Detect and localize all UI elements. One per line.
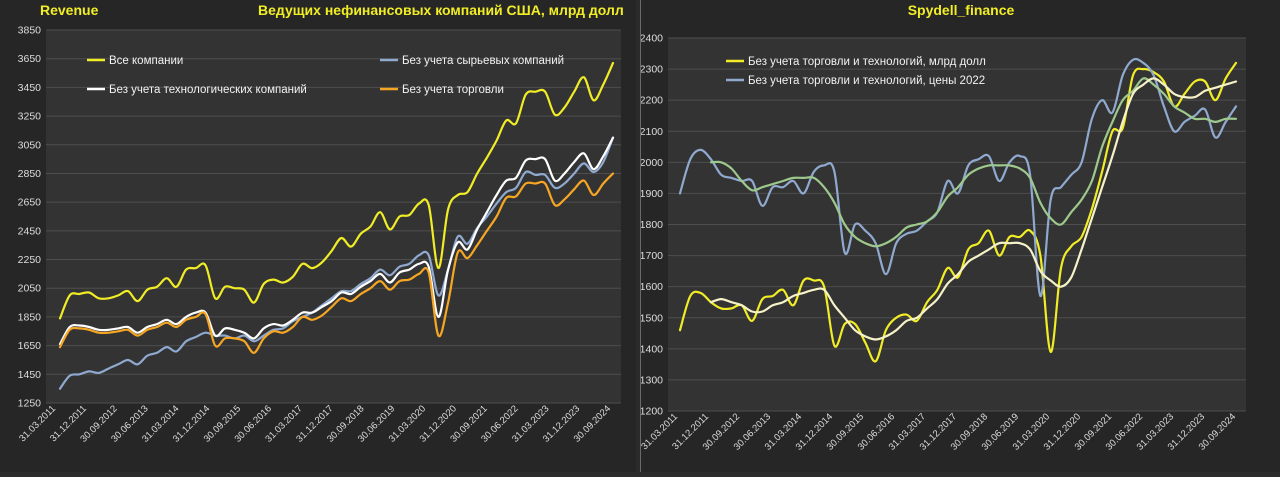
y-tick-label: 1600 (641, 281, 663, 293)
legend-label: Без учета торговли и технологий, млрд до… (748, 56, 986, 68)
series-line-3 (709, 77, 1238, 341)
y-tick-label: 1400 (641, 343, 663, 355)
y-tick-label: 2050 (18, 283, 42, 295)
y-tick-label: 2200 (641, 95, 663, 107)
y-tick-label: 2450 (18, 225, 42, 237)
legend-label: Без учета торговли (402, 84, 504, 96)
y-tick-label: 3650 (18, 53, 42, 65)
legend-label: Все компании (109, 55, 183, 67)
y-tick-label: 2250 (18, 254, 42, 266)
left-chart-title: Ведущих нефинансовых компаний США, млрд … (258, 2, 624, 18)
series-line-1 (58, 136, 615, 390)
y-tick-label: 1850 (18, 311, 42, 323)
y-tick-label: 1800 (641, 219, 663, 231)
legend-label: Без учета технологических компаний (109, 84, 307, 96)
y-tick-label: 3050 (18, 139, 42, 151)
series-line-3 (58, 172, 615, 354)
y-tick-label: 2000 (641, 157, 663, 169)
y-tick-label: 1900 (641, 188, 663, 200)
series-line-1 (678, 57, 1238, 298)
y-tick-label: 1450 (18, 369, 42, 381)
plot-area (46, 30, 621, 403)
right-chart: 1200 1300 1400 1500 1600 1700 1800 1900 2000 2100… (639, 33, 1246, 453)
y-tick-label: 1700 (641, 250, 663, 262)
legend-label: Без учета торговли и технологий, цены 20… (748, 75, 985, 87)
left-chart-label: Revenue (40, 2, 99, 18)
y-tick-label: 2850 (18, 168, 42, 180)
y-tick-label: 1500 (641, 312, 663, 324)
series-line-0 (58, 61, 615, 320)
y-tick-label: 2100 (641, 126, 663, 138)
y-tick-label: 2650 (18, 197, 42, 209)
left-chart: 1250 1450 1650 1850 2050 2250 2450 2650 2850 3050… (17, 25, 621, 445)
left-chart-panel: Revenue Ведущих нефинансовых компаний СШ… (0, 0, 636, 472)
series-line-0 (678, 61, 1238, 363)
y-tick-label: 3850 (18, 25, 42, 37)
right-chart-panel: Spydell_finance 1200 1300 1400 1500 1600 1700… (639, 0, 1280, 472)
right-chart-title: Spydell_finance (907, 2, 1015, 18)
y-tick-label: 3250 (18, 111, 42, 123)
y-tick-label: 1650 (18, 340, 42, 352)
y-tick-label: 1200 (641, 406, 663, 418)
series-line-2 (58, 136, 615, 346)
y-tick-label: 1300 (641, 374, 663, 386)
y-tick-label: 3450 (18, 82, 42, 94)
legend-label: Без учета сырьевых компаний (402, 55, 564, 67)
y-tick-label: 2400 (641, 33, 663, 45)
y-tick-label: 2300 (641, 64, 663, 76)
y-tick-label: 1250 (18, 398, 42, 410)
